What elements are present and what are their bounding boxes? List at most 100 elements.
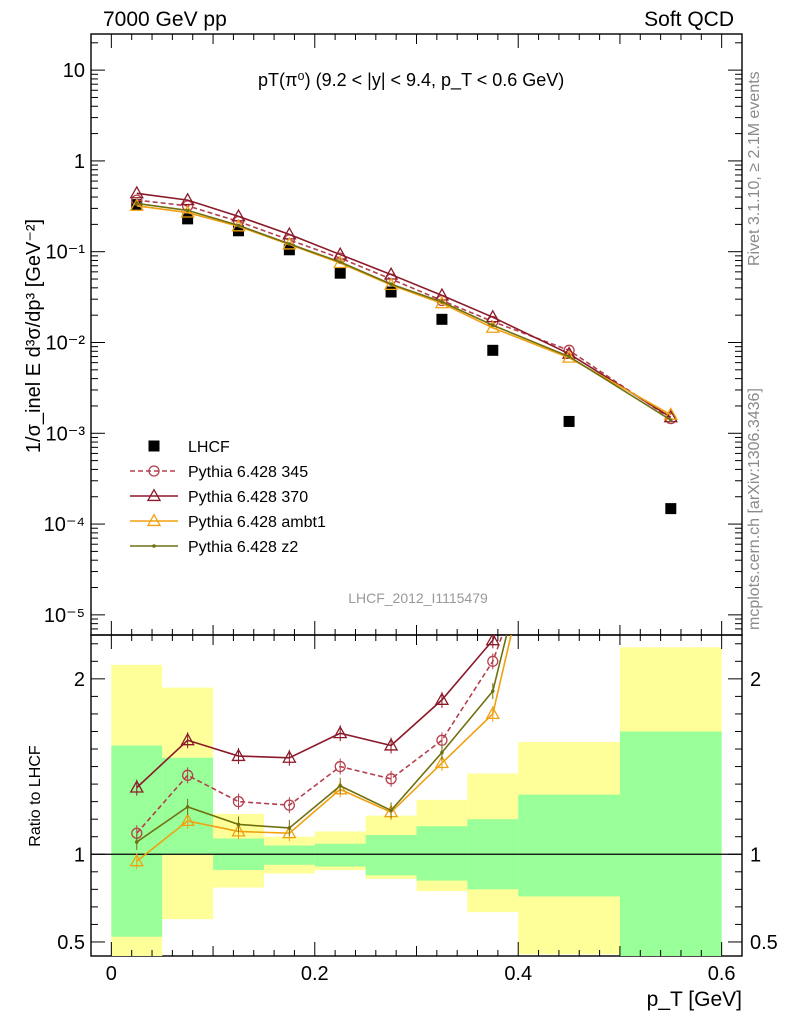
x-tick-label: 0.6 <box>708 963 736 985</box>
main-line-pythia-6-428-370 <box>136 192 672 418</box>
legend-entry-lhcf: LHCF <box>148 439 230 456</box>
legend: LHCF Pythia 6.428 345 Pythia 6.428 370 Pyth… <box>130 439 326 556</box>
legend-marker <box>148 440 160 452</box>
legend-label: Pythia 6.428 z2 <box>188 539 298 556</box>
ratio-point-pythia-6-428-345 <box>232 795 245 808</box>
inner-uncertainty-band-bin <box>314 843 366 867</box>
ratio-series-layer <box>129 635 512 870</box>
main-point-pythia-6-428-ambt1 <box>383 277 399 291</box>
main-point-pythia-6-428-ambt1 <box>434 295 450 309</box>
main-point-pythia-6-428-z2 <box>490 323 495 328</box>
legend-label: Pythia 6.428 ambt1 <box>188 514 326 531</box>
main-point-pythia-6-428-z2 <box>440 300 444 304</box>
legend-marker <box>152 544 156 548</box>
main-point-pythia-6-428-z2 <box>338 260 343 264</box>
x-tick-label: 0 <box>106 963 117 985</box>
ratio-point-pythia-6-428-345 <box>334 760 346 773</box>
ratio-point-pythia-6-428-ambt1 <box>129 853 144 867</box>
ratio-point-pythia-6-428-345 <box>283 799 296 811</box>
legend-label: LHCF <box>188 439 230 456</box>
legend-label: Pythia 6.428 345 <box>188 464 308 481</box>
ratio-point-pythia-6-428-ambt1 <box>434 755 450 769</box>
ratio-point-pythia-6-428-z2 <box>287 826 292 830</box>
main-point-pythia-6-428-z2 <box>668 418 673 422</box>
main-y-tick-label: 10⁻² <box>46 332 86 354</box>
x-axis-label: p_T [GeV] <box>647 988 742 1011</box>
ratio-point-pythia-6-428-370 <box>180 732 195 746</box>
ratio-uncertainty-bands <box>111 647 722 956</box>
inner-uncertainty-band-bin <box>263 845 315 865</box>
ratio-point-pythia-6-428-370 <box>434 692 450 705</box>
main-point-pythia-6-428-ambt1 <box>129 198 144 211</box>
main-point-lhcf <box>283 244 295 256</box>
main-point-pythia-6-428-z2 <box>287 242 292 246</box>
ratio-point-pythia-6-428-370 <box>231 748 246 762</box>
ratio-point-pythia-6-428-z2 <box>134 840 139 844</box>
main-point-lhcf <box>436 313 448 325</box>
x-tick-label: 0.2 <box>301 963 329 985</box>
main-y-tick-label: 10⁻⁴ <box>44 514 85 536</box>
main-point-pythia-6-428-z2 <box>134 201 139 206</box>
main-y-tick-label: 10⁻³ <box>46 423 86 445</box>
ratio-y-tick-label-right: 1 <box>750 844 761 866</box>
main-point-pythia-6-428-370 <box>180 192 195 206</box>
inner-uncertainty-band-bin <box>518 794 620 897</box>
legend-entry-pythia-6-428-z2: Pythia 6.428 z2 <box>130 539 298 556</box>
ratio-point-pythia-6-428-z2 <box>490 689 495 693</box>
legend-marker <box>146 488 162 502</box>
main-point-pythia-6-428-z2 <box>185 208 190 213</box>
ratio-point-pythia-6-428-370 <box>282 750 297 763</box>
ratio-point-pythia-6-428-z2 <box>440 750 444 755</box>
ratio-point-pythia-6-428-ambt1 <box>231 823 246 837</box>
ratio-point-pythia-6-428-345 <box>385 773 397 785</box>
ratio-y-tick-label-right: 2 <box>750 669 761 691</box>
main-point-lhcf <box>385 286 397 298</box>
main-series-layer <box>129 185 678 515</box>
main-y-tick-label: 10 <box>63 60 85 82</box>
main-point-lhcf <box>334 267 346 279</box>
inner-uncertainty-band-bin <box>365 834 417 876</box>
ratio-point-pythia-6-428-z2 <box>236 822 241 827</box>
ratio-point-pythia-6-428-370 <box>333 725 348 739</box>
ratio-point-pythia-6-428-370 <box>383 737 399 751</box>
main-point-pythia-6-428-z2 <box>389 282 393 286</box>
legend-marker <box>148 465 160 477</box>
main-y-tick-label: 10⁻⁵ <box>44 605 85 627</box>
main-line-pythia-6-428-345 <box>136 199 672 420</box>
main-point-pythia-6-428-ambt1 <box>561 350 577 363</box>
legend-label: Pythia 6.428 370 <box>188 489 308 506</box>
main-line-pythia-6-428-z2 <box>136 202 672 421</box>
main-plot-title: pT(π⁰) (9.2 < |y| < 9.4, p_T < 0.6 GeV) <box>258 70 564 91</box>
main-point-pythia-6-428-ambt1 <box>333 255 348 269</box>
legend-entry-pythia-6-428-370: Pythia 6.428 370 <box>130 488 308 506</box>
analysis-watermark: LHCF_2012_I1115479 <box>348 590 488 606</box>
main-point-pythia-6-428-370 <box>333 246 348 260</box>
main-point-pythia-6-428-z2 <box>567 354 571 359</box>
main-point-lhcf <box>665 503 677 515</box>
ratio-y-tick-label-right: 0.5 <box>750 932 778 954</box>
axes-layer: 10⁻⁵ 10⁻⁴ 10⁻³ 10⁻² 10⁻¹ 1 10 0 0.2 0.4 0.6 0.5 0.5 1… <box>44 34 778 985</box>
main-point-lhcf <box>563 415 575 427</box>
mcplots-source-label: mcplots.cern.ch [arXiv:1306.3436] <box>746 388 763 630</box>
main-point-pythia-6-428-370 <box>434 287 450 301</box>
header-energy-label: 7000 GeV pp <box>103 8 227 31</box>
ratio-point-pythia-6-428-ambt1 <box>180 813 195 827</box>
legend-entry-pythia-6-428-345: Pythia 6.428 345 <box>130 464 308 481</box>
header-process-label: Soft QCD <box>644 8 734 31</box>
ratio-point-pythia-6-428-370 <box>485 635 500 646</box>
main-point-lhcf <box>487 344 499 356</box>
ratio-point-pythia-6-428-z2 <box>338 784 343 788</box>
main-point-pythia-6-428-z2 <box>236 223 241 228</box>
main-point-pythia-6-428-ambt1 <box>231 218 246 232</box>
ratio-point-pythia-6-428-z2 <box>389 808 393 813</box>
ratio-point-pythia-6-428-ambt1 <box>282 825 297 839</box>
inner-uncertainty-band-bin <box>416 826 468 881</box>
main-y-tick-label: 1 <box>74 151 85 173</box>
ratio-point-pythia-6-428-345 <box>487 655 499 667</box>
legend-entry-pythia-6-428-ambt1: Pythia 6.428 ambt1 <box>130 513 326 531</box>
legend-marker <box>146 513 162 527</box>
ratio-point-pythia-6-428-ambt1 <box>485 706 500 720</box>
main-point-pythia-6-428-370 <box>129 185 144 199</box>
main-y-axis-label: 1/σ_inel E d³σ/dp³ [GeV⁻²] <box>23 219 45 453</box>
